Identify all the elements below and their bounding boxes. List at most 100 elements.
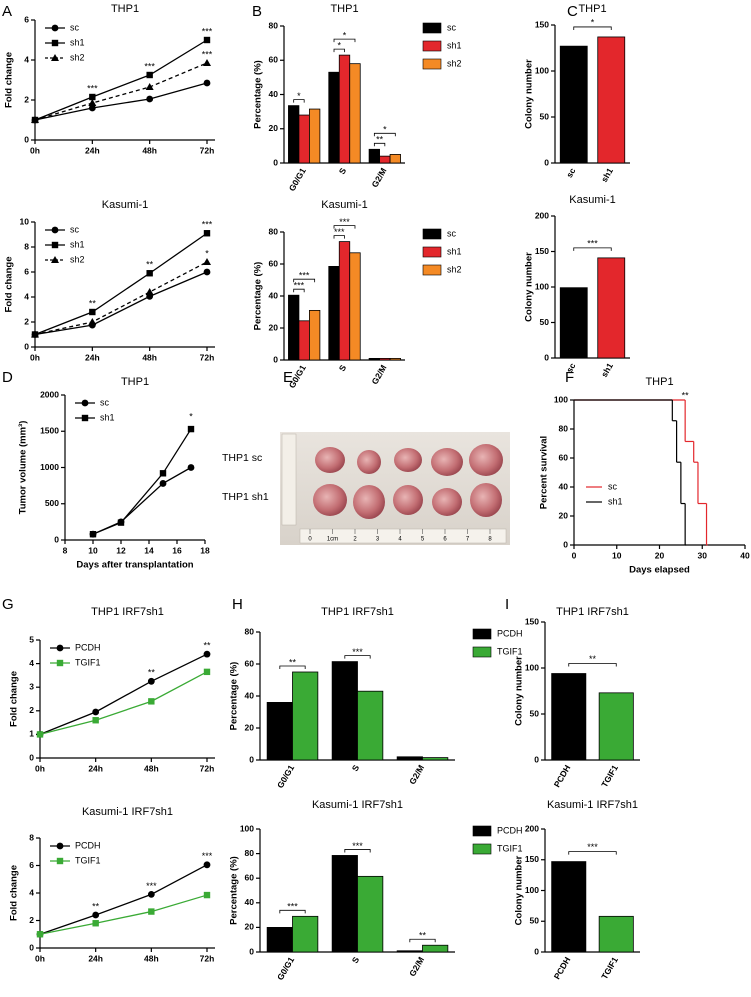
y-tick-label: 0	[273, 354, 278, 364]
x-tick-label: 24h	[85, 352, 100, 362]
y-axis-title: Colony number	[524, 59, 535, 129]
y-axis-title: Fold change	[9, 865, 20, 921]
y-tick-label: 60	[269, 258, 279, 268]
legend-swatch	[422, 58, 442, 70]
significance: ***	[334, 227, 345, 237]
bar	[328, 265, 340, 361]
tumor	[357, 450, 381, 474]
chart-title: Kasumi-1 IRF7sh1	[312, 799, 403, 811]
y-tick-label: 80	[245, 848, 255, 858]
legend-marker	[56, 857, 64, 865]
legend-label: sh1	[608, 496, 623, 506]
legend-swatch	[422, 264, 442, 276]
x-tick-label: 12	[116, 545, 126, 555]
tumor	[469, 444, 503, 476]
bar	[368, 357, 380, 361]
y-tick-label: 4	[24, 291, 29, 301]
legend-marker	[81, 399, 89, 407]
y-tick-label: 0	[24, 341, 29, 351]
legend-label: TGIF1	[497, 843, 523, 853]
marker	[203, 79, 211, 87]
marker	[89, 93, 96, 101]
x-tick-label: 18	[200, 545, 210, 555]
tumor	[432, 488, 462, 516]
x-tick-label: 20	[655, 550, 665, 560]
bar	[338, 54, 351, 164]
bar	[379, 357, 391, 361]
significance: *	[205, 248, 209, 258]
significance-bracket	[568, 851, 617, 855]
y-tick-label: 2	[24, 94, 29, 104]
marker	[159, 480, 167, 487]
x-tick-label: 30	[698, 550, 708, 560]
significance: **	[589, 654, 597, 664]
marker	[88, 104, 96, 112]
significance: **	[148, 668, 156, 678]
y-tick-label: 60	[245, 658, 255, 668]
marker	[203, 861, 211, 869]
series-line	[34, 62, 208, 121]
significance: ***	[339, 217, 350, 227]
marker	[117, 519, 125, 526]
x-axis-title: Days after transplantation	[76, 560, 193, 571]
significance: *	[383, 125, 387, 135]
legend-label: sc	[70, 22, 80, 32]
bar	[331, 855, 358, 953]
legend-label: sh2	[447, 58, 462, 68]
bar	[266, 927, 293, 953]
series-line	[92, 466, 192, 535]
y-tick-label: 20	[269, 322, 279, 332]
bar	[396, 756, 423, 761]
significance: ***	[202, 220, 213, 230]
x-tick-label: PCDH	[552, 955, 573, 981]
significance-bracket	[279, 665, 306, 669]
x-tick-label: TGIF1	[599, 763, 620, 789]
legend-label: sc	[447, 22, 457, 32]
x-tick-label: 10	[612, 550, 622, 560]
x-tick-label: 0h	[30, 352, 40, 362]
chart-title: Kasumi-1	[102, 199, 148, 211]
y-tick-label: 0	[249, 946, 254, 956]
panel-label: E	[283, 369, 293, 386]
bar	[338, 241, 351, 361]
y-axis-title: Fold change	[4, 52, 15, 108]
legend-label: sh1	[70, 239, 85, 249]
y-tick-label: 2	[29, 705, 34, 715]
y-tick-label: 4	[29, 887, 34, 897]
y-axis-title: Percent survival	[539, 436, 550, 509]
tumor	[315, 447, 345, 473]
legend-label: sc	[100, 397, 110, 407]
marker	[203, 36, 211, 44]
chart-title: Kasumi-1	[569, 194, 615, 206]
legend-label: sc	[608, 481, 618, 491]
significance: ***	[287, 902, 298, 912]
tumor	[393, 485, 423, 515]
y-axis-title: Percentage (%)	[253, 262, 264, 331]
y-tick-label: 50	[530, 708, 540, 718]
y-tick-label: 10	[20, 216, 30, 226]
marker	[203, 891, 211, 899]
series-line	[34, 82, 208, 121]
significance: *	[343, 30, 347, 40]
y-tick-label: 1	[29, 729, 34, 739]
ruler-horizontal	[299, 528, 507, 544]
y-tick-label: 100	[525, 885, 539, 895]
chart-title: THP1 IRF7sh1	[556, 606, 629, 618]
series-line	[39, 864, 208, 935]
ruler-label: 0	[308, 537, 312, 543]
significance-bracket	[344, 655, 371, 659]
y-axis-title: Percentage (%)	[253, 60, 264, 129]
bar	[349, 63, 361, 164]
x-tick-label: G2/M	[369, 363, 388, 386]
bar	[597, 36, 626, 164]
bar	[389, 357, 401, 361]
series-line	[34, 261, 208, 336]
chart-title: Kasumi-1 IRF7sh1	[547, 799, 638, 811]
y-tick-label: 2	[24, 316, 29, 326]
legend-marker	[51, 39, 59, 47]
legend-label: PCDH	[497, 628, 523, 638]
legend-label: sh2	[447, 264, 462, 274]
significance: ***	[352, 841, 363, 851]
x-tick-label: 0	[572, 550, 577, 560]
chart-title: THP1 IRF7sh1	[321, 606, 394, 618]
